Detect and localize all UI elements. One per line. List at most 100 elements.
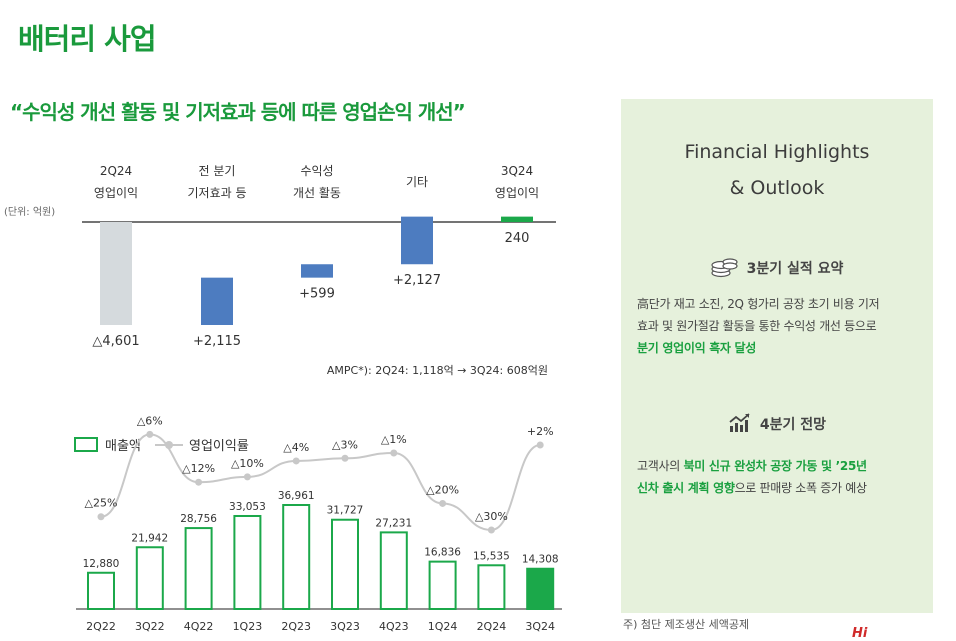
waterfall-value-label-4: 240 [505,231,530,246]
waterfall-category-line2-2: 개선 활동 [293,186,341,200]
q3-summary-line2: 효과 및 원가절감 활동을 통한 수익성 개선 등으로 [637,319,877,333]
revenue-bar-4 [282,504,311,610]
footnote: 주) 첨단 제조생산 세액공제 [623,618,750,631]
revenue-bar-7 [428,560,457,611]
margin-point-7 [439,499,447,507]
growth-chart-icon [728,412,752,438]
waterfall-value-label-2: +599 [299,287,335,302]
revenue-bar-label-7: 16,836 [424,547,461,559]
margin-label-1: △6% [137,414,163,427]
waterfall-category-line2-1: 기저효과 등 [187,186,246,200]
q3-summary-highlight: 분기 영업이익 흑자 달성 [637,341,757,355]
margin-point-3 [243,473,251,481]
revenue-bar-label-6: 27,231 [375,517,412,529]
category-tick-5: 3Q23 [330,620,360,633]
q4-outlook-highlight1: 북미 신규 완성차 공장 가동 및 ’25년 [683,459,867,473]
financial-highlights-panel: Financial Highlights & Outlook 3분기 실적 요약… [621,99,933,613]
margin-point-9 [536,441,544,449]
margin-point-6 [390,449,398,457]
margin-point-5 [341,454,349,462]
waterfall-category-line1-2: 수익성 [300,164,333,178]
section-q3-summary-title: 3분기 실적 요약 [746,261,844,277]
waterfall-bar-3 [401,216,433,265]
margin-label-6: △1% [381,433,407,446]
section-q4-outlook-title: 4분기 전망 [759,417,827,433]
category-tick-9: 3Q24 [525,620,555,633]
revenue-bar-9 [526,567,555,610]
margin-point-2 [195,478,203,486]
panel-title-line1: Financial Highlights [684,141,870,163]
coins-icon [711,256,739,282]
category-tick-8: 2Q24 [477,620,507,633]
q4-outlook-highlight2: 신차 출시 계획 영향 [637,481,735,495]
waterfall-value-label-0: △4,601 [92,334,139,349]
waterfall-category-line1-3: 기타 [406,175,428,189]
revenue-bar-label-4: 36,961 [278,490,315,502]
waterfall-bar-1 [201,277,233,325]
category-tick-0: 2Q22 [86,620,116,633]
headline: “수익성 개선 활동 및 기저효과 등에 따른 영업손익 개선” [10,100,466,124]
margin-label-9: +2% [527,425,554,438]
revenue-bar-label-2: 28,756 [180,513,217,525]
page-title: 배터리 사업 [18,22,156,56]
waterfall-category-line2-0: 영업이익 [94,186,138,200]
margin-point-1 [146,430,154,438]
revenue-bar-label-9: 14,308 [522,554,559,566]
q4-outlook-line1: 고객사의 북미 신규 완성차 공장 가동 및 ’25년 [637,455,927,477]
margin-label-4: △4% [283,441,309,454]
margin-label-0: △25% [85,497,118,510]
q4-outlook-text-b: 으로 판매량 소폭 증가 예상 [734,481,868,495]
margin-point-8 [487,526,495,534]
revenue-bar-1 [135,546,164,611]
margin-point-0 [97,513,105,521]
waterfall-category-line1-1: 전 분기 [199,164,236,178]
revenue-bar-label-3: 33,053 [229,501,266,513]
category-tick-7: 1Q24 [428,620,458,633]
brand-logo: Hi [852,626,868,641]
category-tick-4: 2Q23 [281,620,311,633]
waterfall-category-line2-4: 영업이익 [495,186,539,200]
waterfall-value-label-1: +2,115 [193,334,241,349]
revenue-bar-0 [87,571,115,610]
revenue-bar-label-5: 31,727 [327,505,364,517]
revenue-bar-3 [233,514,262,610]
legend-bar-label: 매출액 [105,439,141,454]
margin-label-8: △30% [475,510,508,523]
revenue-bar-8 [477,564,506,610]
category-tick-2: 4Q22 [184,620,214,633]
category-tick-6: 4Q23 [379,620,409,633]
waterfall-bar-0 [100,222,132,325]
revenue-bar-5 [331,518,359,610]
section-q4-outlook-heading: 4분기 전망 [621,412,933,438]
margin-label-2: △12% [182,462,215,475]
q3-summary-line1: 高단가 재고 소진, 2Q 헝가리 공장 초기 비용 기저 [637,297,880,311]
q4-outlook-line2: 신차 출시 계획 영향으로 판매량 소폭 증가 예상 [637,477,927,499]
q4-outlook-text-a: 고객사의 [637,459,684,473]
waterfall-note: AMPC*): 2Q24: 1,118억 → 3Q24: 608억원 [327,364,548,377]
waterfall-category-line1-4: 3Q24 [501,164,533,178]
section-q3-summary-body: 高단가 재고 소진, 2Q 헝가리 공장 초기 비용 기저 효과 및 원가절감 … [637,293,927,359]
legend-line-label: 영업이익률 [189,439,249,454]
waterfall-value-label-3: +2,127 [393,273,441,288]
legend-bar-swatch [74,437,98,452]
margin-label-3: △10% [231,457,264,470]
revenue-margin-chart: 매출액 영업이익률 12,880 2Q22 21,942 3Q22 28,756 4Q22 33… [74,414,562,633]
section-q4-outlook-body: 고객사의 북미 신규 완성차 공장 가동 및 ’25년 신차 출시 계획 영향으… [637,455,927,499]
category-tick-3: 1Q23 [233,620,263,633]
margin-point-4 [292,457,300,465]
waterfall-bar-4 [501,216,533,222]
revenue-bar-label-0: 12,880 [83,558,120,570]
panel-title-line2: & Outlook [729,177,825,199]
margin-label-5: △3% [332,438,358,451]
section-q3-summary-heading: 3분기 실적 요약 [621,256,933,282]
revenue-bar-label-8: 15,535 [473,550,510,562]
revenue-bar-label-1: 21,942 [131,532,168,544]
waterfall-category-line1-0: 2Q24 [100,164,132,178]
waterfall-bar-2 [301,264,333,278]
margin-label-7: △20% [426,483,459,496]
revenue-bar-6 [379,531,408,611]
revenue-bar-2 [184,527,213,610]
waterfall-unit-label: (단위: 억원) [4,205,55,218]
margin-line [100,433,541,532]
